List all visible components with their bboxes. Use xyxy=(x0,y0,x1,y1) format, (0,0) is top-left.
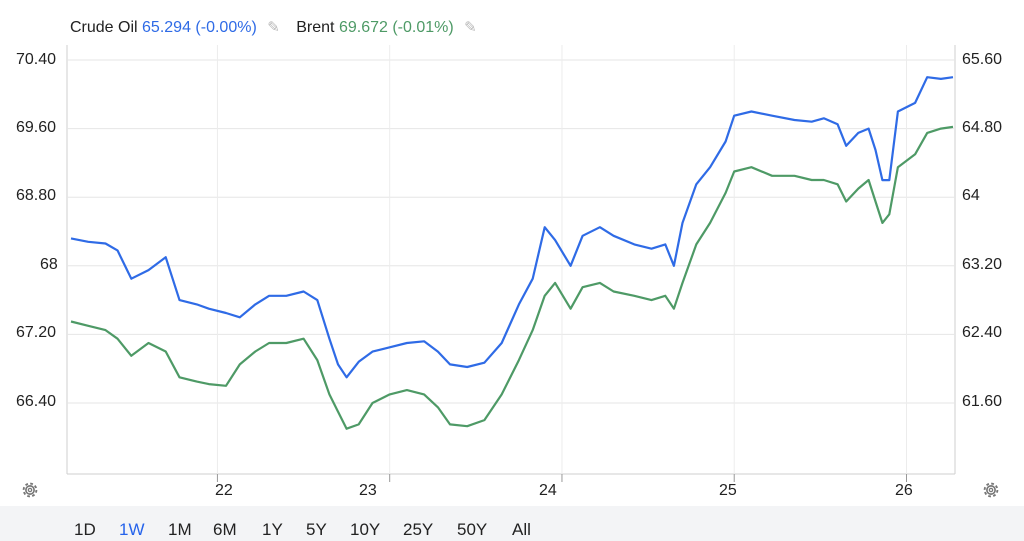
range-button-1y[interactable]: 1Y xyxy=(262,520,283,539)
x-tick-label: 25 xyxy=(719,482,737,499)
series-line-brent xyxy=(70,76,954,379)
range-button-5y[interactable]: 5Y xyxy=(306,520,327,539)
y-tick-label: 65.60 xyxy=(962,51,1003,68)
legend-name: Crude Oil xyxy=(70,19,138,36)
y-tick-label: 66.40 xyxy=(16,393,57,410)
x-tick-label: 26 xyxy=(895,482,913,499)
pencil-icon[interactable]: ✎ xyxy=(267,19,280,36)
y-tick-label: 70.40 xyxy=(16,51,57,68)
legend-item-crude-oil[interactable]: Crude Oil 65.294 (-0.00%) ✎ xyxy=(70,19,284,36)
legend-name: Brent xyxy=(296,19,335,36)
range-button-1d[interactable]: 1D xyxy=(74,520,96,539)
y-tick-label: 62.40 xyxy=(962,324,1003,341)
y-tick-label: 61.60 xyxy=(962,393,1003,410)
range-button-all[interactable]: All xyxy=(512,520,531,539)
range-button-25y[interactable]: 25Y xyxy=(403,520,434,539)
legend-value: 65.294 (-0.00%) xyxy=(142,19,257,36)
y-tick-label: 68.80 xyxy=(16,187,57,204)
y-tick-label: 69.60 xyxy=(16,119,57,136)
series-line-crude-oil xyxy=(70,125,954,430)
line-chart xyxy=(66,45,956,482)
pencil-icon[interactable]: ✎ xyxy=(464,19,477,36)
range-button-1w[interactable]: 1W xyxy=(119,520,145,539)
y-tick-label: 68 xyxy=(40,256,58,273)
x-tick-label: 23 xyxy=(359,482,377,499)
range-selector: 1D 1W 1M 6M 1Y 5Y 10Y 25Y 50Y All xyxy=(0,506,1024,541)
gear-icon[interactable] xyxy=(980,479,1002,501)
x-tick-label: 24 xyxy=(539,482,557,499)
range-button-50y[interactable]: 50Y xyxy=(457,520,488,539)
range-button-6m[interactable]: 6M xyxy=(213,520,237,539)
gear-icon[interactable] xyxy=(19,479,41,501)
x-tick-label: 22 xyxy=(215,482,233,499)
legend-value: 69.672 (-0.01%) xyxy=(338,19,454,36)
y-tick-label: 64.80 xyxy=(962,119,1003,136)
range-button-1m[interactable]: 1M xyxy=(168,520,192,539)
legend-item-brent[interactable]: Brent 69.672 (-0.01%) ✎ xyxy=(296,19,476,36)
chart-legend: Crude Oil 65.294 (-0.00%) ✎ Brent 69.672… xyxy=(70,18,489,37)
y-tick-label: 63.20 xyxy=(962,256,1003,273)
range-button-10y[interactable]: 10Y xyxy=(350,520,381,539)
y-tick-label: 67.20 xyxy=(16,324,57,341)
y-tick-label: 64 xyxy=(962,187,980,204)
